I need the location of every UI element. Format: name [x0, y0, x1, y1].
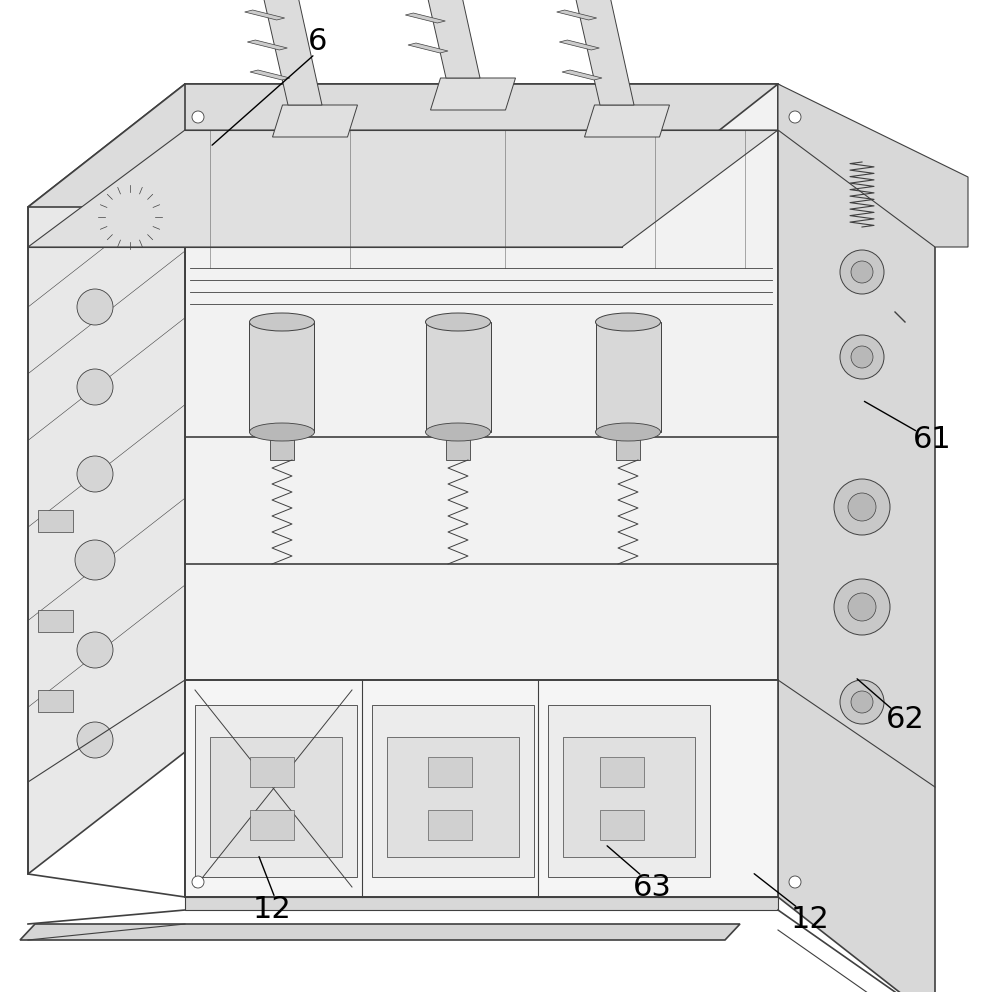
- Text: 61: 61: [913, 426, 951, 454]
- Bar: [195, 705, 357, 877]
- Polygon shape: [185, 897, 778, 910]
- Polygon shape: [185, 84, 778, 897]
- Polygon shape: [28, 84, 778, 207]
- Polygon shape: [778, 84, 968, 247]
- Circle shape: [77, 456, 113, 492]
- Circle shape: [840, 335, 884, 379]
- Bar: [548, 705, 710, 877]
- Polygon shape: [584, 105, 669, 137]
- Ellipse shape: [596, 313, 660, 331]
- Bar: [563, 737, 695, 857]
- Polygon shape: [245, 10, 285, 20]
- Circle shape: [848, 593, 876, 621]
- Circle shape: [840, 680, 884, 724]
- Bar: [250, 757, 294, 787]
- Text: 12: 12: [253, 896, 291, 925]
- Bar: [249, 322, 314, 432]
- Bar: [372, 705, 534, 877]
- Polygon shape: [413, 0, 480, 78]
- Bar: [596, 322, 660, 432]
- Polygon shape: [20, 924, 740, 940]
- Ellipse shape: [596, 423, 660, 441]
- Ellipse shape: [250, 313, 314, 331]
- Polygon shape: [247, 40, 287, 50]
- Circle shape: [848, 493, 876, 521]
- Circle shape: [789, 111, 801, 123]
- Polygon shape: [28, 130, 778, 247]
- Polygon shape: [405, 13, 445, 23]
- Bar: [600, 757, 644, 787]
- Circle shape: [851, 261, 873, 283]
- Circle shape: [77, 632, 113, 668]
- Polygon shape: [28, 84, 185, 874]
- Circle shape: [789, 876, 801, 888]
- Circle shape: [105, 192, 155, 242]
- Polygon shape: [430, 78, 515, 110]
- Text: 12: 12: [791, 906, 829, 934]
- Bar: [426, 322, 490, 432]
- Ellipse shape: [250, 423, 314, 441]
- Polygon shape: [557, 10, 597, 20]
- Bar: [38, 690, 73, 712]
- Circle shape: [851, 346, 873, 368]
- Circle shape: [851, 691, 873, 713]
- Circle shape: [77, 289, 113, 325]
- Bar: [38, 610, 73, 632]
- Circle shape: [77, 369, 113, 405]
- Circle shape: [192, 876, 204, 888]
- Bar: [250, 810, 294, 840]
- Polygon shape: [272, 105, 358, 137]
- Polygon shape: [562, 70, 602, 80]
- Polygon shape: [778, 84, 935, 992]
- Circle shape: [75, 540, 115, 580]
- Bar: [428, 810, 472, 840]
- Text: 62: 62: [886, 705, 924, 734]
- Ellipse shape: [426, 423, 490, 441]
- Circle shape: [840, 250, 884, 294]
- Bar: [38, 510, 73, 532]
- Polygon shape: [250, 70, 290, 80]
- Bar: [616, 432, 640, 460]
- Text: 63: 63: [633, 873, 671, 902]
- Circle shape: [834, 579, 890, 635]
- Bar: [270, 432, 294, 460]
- Text: 6: 6: [308, 28, 328, 57]
- Polygon shape: [559, 40, 599, 50]
- Polygon shape: [567, 0, 634, 105]
- Bar: [446, 432, 470, 460]
- Ellipse shape: [426, 313, 490, 331]
- Polygon shape: [408, 43, 448, 53]
- Polygon shape: [255, 0, 322, 105]
- Bar: [210, 737, 342, 857]
- Circle shape: [192, 111, 204, 123]
- Bar: [428, 757, 472, 787]
- Bar: [387, 737, 519, 857]
- Bar: [600, 810, 644, 840]
- Circle shape: [834, 479, 890, 535]
- Bar: [185, 680, 778, 897]
- Circle shape: [77, 722, 113, 758]
